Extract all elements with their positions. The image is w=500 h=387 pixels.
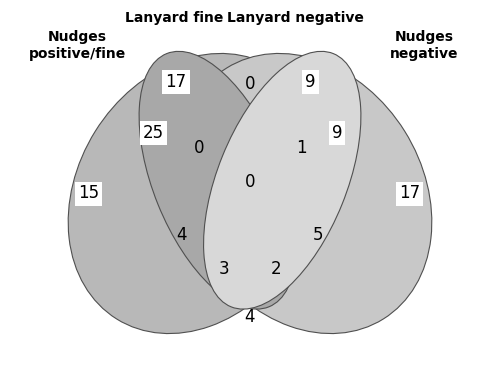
Text: Nudges
negative: Nudges negative bbox=[390, 31, 458, 61]
Text: Lanyard negative: Lanyard negative bbox=[227, 12, 364, 26]
Text: 0: 0 bbox=[244, 173, 255, 191]
Ellipse shape bbox=[204, 51, 361, 309]
Text: 4: 4 bbox=[176, 226, 187, 244]
Ellipse shape bbox=[68, 53, 322, 334]
Text: Nudges
positive/fine: Nudges positive/fine bbox=[29, 31, 126, 61]
Text: 17: 17 bbox=[398, 185, 420, 202]
Text: 9: 9 bbox=[332, 124, 342, 142]
Ellipse shape bbox=[178, 53, 432, 334]
Text: 0: 0 bbox=[244, 75, 255, 92]
Text: 4: 4 bbox=[244, 308, 255, 326]
Ellipse shape bbox=[139, 51, 296, 309]
Text: 25: 25 bbox=[142, 124, 164, 142]
Text: 5: 5 bbox=[313, 226, 324, 244]
Text: 2: 2 bbox=[270, 260, 281, 278]
Text: 17: 17 bbox=[166, 73, 186, 91]
Text: 3: 3 bbox=[219, 260, 230, 278]
Text: 9: 9 bbox=[306, 73, 316, 91]
Text: 0: 0 bbox=[194, 139, 204, 157]
Text: Lanyard fine: Lanyard fine bbox=[125, 12, 224, 26]
Text: 1: 1 bbox=[296, 139, 306, 157]
Text: 15: 15 bbox=[78, 185, 100, 202]
